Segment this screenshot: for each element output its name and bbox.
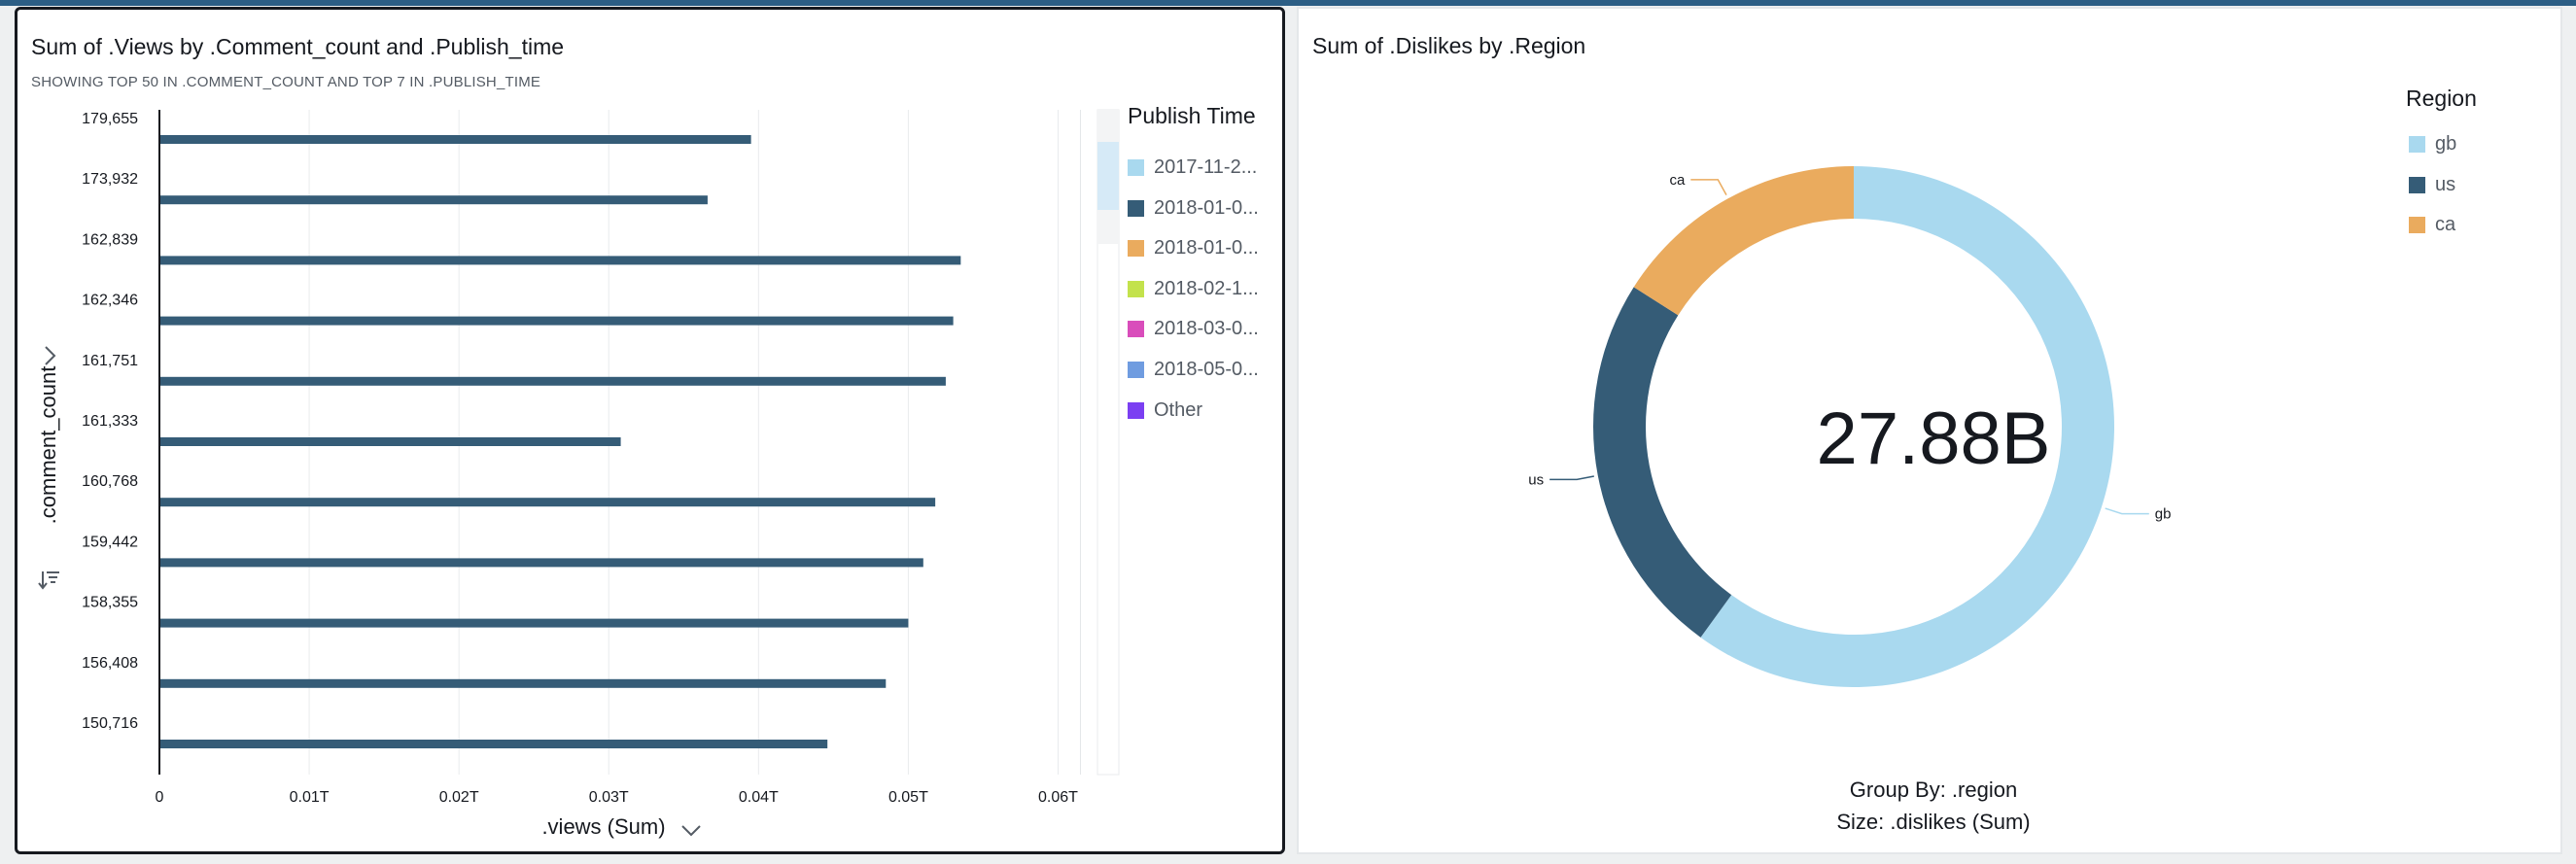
legend-swatch [2409, 176, 2425, 193]
donut-chart-title: Sum of .Dislikes by .Region [1312, 33, 1586, 58]
legend-label: us [2435, 173, 2456, 195]
legend-label: gb [2435, 133, 2457, 155]
bar[interactable] [160, 376, 946, 386]
legend-label: 2018-05-0... [1154, 359, 1259, 380]
legend-label: 2018-02-1... [1154, 277, 1259, 299]
bar[interactable] [160, 558, 923, 568]
legend-item[interactable]: 2017-11-2... [1128, 156, 1257, 179]
y-tick-label: 161,333 [82, 413, 138, 430]
bar[interactable] [160, 740, 828, 748]
donut-slice[interactable] [1633, 166, 1854, 316]
size-caption: Size: .dislikes (Sum) [1836, 810, 2031, 834]
slice-leader-line [2105, 507, 2149, 515]
legend-swatch [1128, 240, 1144, 258]
slice-leader-line [1549, 475, 1594, 481]
legend-swatch [2409, 217, 2425, 233]
x-tick-label: 0.06T [1038, 789, 1078, 806]
legend-swatch [1128, 159, 1144, 176]
slice-label: gb [2155, 506, 2172, 523]
bar[interactable] [160, 618, 909, 628]
donut-slice[interactable] [1593, 287, 1732, 638]
group-by-caption: Group By: .region [1849, 778, 2018, 802]
scrollbar-thumb[interactable] [1097, 142, 1119, 210]
y-tick-label: 160,768 [82, 473, 138, 490]
bar[interactable] [160, 135, 751, 144]
legend-item[interactable]: 2018-03-0... [1128, 318, 1259, 340]
legend-item[interactable]: ca [2409, 214, 2455, 236]
legend-item[interactable]: Other [1128, 399, 1202, 422]
bar-chart-title: Sum of .Views by .Comment_count and .Pub… [31, 34, 565, 59]
legend-label: 2018-01-0... [1154, 196, 1259, 219]
slice-label: ca [1669, 172, 1686, 189]
legend-label: 2018-01-0... [1154, 237, 1259, 259]
legend-item[interactable]: gb [2409, 133, 2456, 156]
slice-leader-line [1690, 179, 1727, 196]
donut-chart-visual[interactable]: Sum of .Dislikes by .Region gb us ca 27.88… [1297, 7, 2562, 854]
legend-label: 2018-03-0... [1154, 318, 1259, 340]
legend-item[interactable]: us [2409, 174, 2455, 196]
legend-swatch [2409, 136, 2425, 153]
x-tick-label: 0.04T [739, 789, 779, 806]
legend-swatch [1128, 321, 1144, 338]
chevron-right-icon[interactable] [45, 346, 56, 365]
y-tick-label: 159,442 [82, 534, 138, 550]
y-tick-label: 150,716 [82, 715, 138, 732]
x-tick-label: 0.01T [290, 789, 330, 806]
x-tick-label: 0.03T [589, 789, 629, 806]
bar-chart-canvas: 179,655 173,932 162,839 162,346 161,751 161,3… [36, 109, 1120, 839]
legend-item[interactable]: 2018-01-0... [1128, 197, 1259, 220]
legend-label: ca [2435, 214, 2456, 235]
legend-label: Other [1154, 398, 1203, 421]
y-tick-label: 173,932 [82, 171, 138, 188]
y-tick-label: 179,655 [82, 111, 138, 127]
donut-center-total: 27.88B [1816, 397, 2051, 480]
legend-title: Region [2406, 86, 2477, 111]
sort-descending-icon[interactable] [38, 571, 59, 590]
scroll-track-line [1080, 110, 1081, 775]
x-tick-label: 0.02T [439, 789, 479, 806]
bar-chart-subtitle: SHOWING TOP 50 IN .COMMENT_COUNT AND TOP… [31, 74, 541, 90]
legend-item[interactable]: 2018-01-0... [1128, 237, 1259, 259]
top-accent-bar [0, 0, 2576, 6]
y-tick-label: 156,408 [82, 655, 138, 672]
chevron-down-icon[interactable] [681, 825, 701, 837]
legend-label: 2017-11-2... [1154, 156, 1258, 178]
bar[interactable] [160, 256, 961, 265]
x-tick-label: 0 [156, 789, 164, 806]
bar[interactable] [160, 437, 621, 446]
bar[interactable] [160, 316, 954, 326]
bar[interactable] [160, 195, 708, 205]
slice-label: us [1528, 471, 1544, 488]
donut-slice[interactable] [1700, 166, 2114, 687]
x-axis-title: .views (Sum) [541, 814, 665, 839]
x-tick-label: 0.05T [888, 789, 928, 806]
y-tick-label: 162,839 [82, 231, 138, 248]
legend-item[interactable]: 2018-02-1... [1128, 278, 1259, 300]
legend-item[interactable]: 2018-05-0... [1128, 359, 1259, 381]
y-tick-label: 162,346 [82, 293, 138, 309]
donut-chart-canvas: gb us ca [1528, 166, 2172, 687]
legend-swatch [1128, 199, 1144, 217]
bar[interactable] [160, 678, 887, 688]
y-tick-label: 158,355 [82, 595, 138, 611]
y-tick-label: 161,751 [82, 353, 138, 369]
legend-swatch [1128, 401, 1144, 419]
bar-chart-visual[interactable]: Sum of .Views by .Comment_count and .Pub… [15, 7, 1285, 854]
legend-title: Publish Time [1128, 103, 1256, 128]
y-axis-title: .comment_count [36, 366, 60, 525]
legend-swatch [1128, 280, 1144, 297]
bar[interactable] [160, 498, 936, 507]
legend-swatch [1128, 362, 1144, 378]
